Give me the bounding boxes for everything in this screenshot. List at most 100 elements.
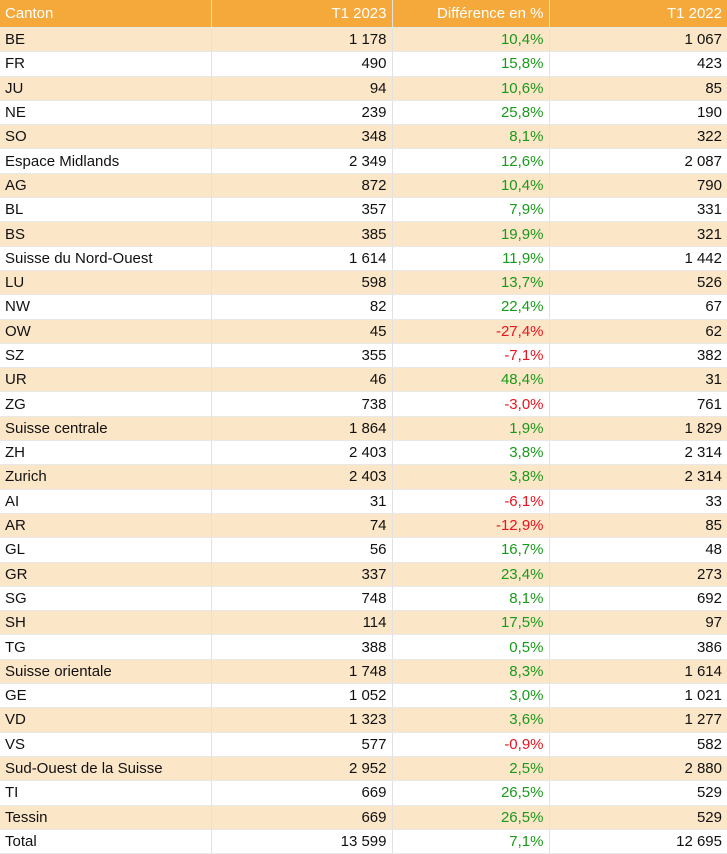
cell-t1-2023: 1 864: [211, 416, 393, 442]
cell-difference: 3,8%: [392, 440, 550, 466]
table-row: JU 94 10,6% 85: [0, 76, 727, 101]
cell-t1-2023: 94: [211, 76, 393, 101]
table-row: SZ 355 -7,1% 382: [0, 343, 727, 369]
table-header: Canton T1 2023 Différence en % T1 2022: [0, 0, 727, 28]
header-t1-2023[interactable]: T1 2023: [211, 0, 393, 28]
cell-t1-2022: 761: [549, 391, 727, 417]
cell-difference: -0,9%: [392, 732, 550, 757]
cell-t1-2023: 669: [211, 805, 393, 830]
cell-t1-2022: 273: [549, 562, 727, 587]
cell-difference: 10,6%: [392, 76, 550, 101]
table-row: LU 598 13,7% 526: [0, 270, 727, 296]
cell-difference: 8,3%: [392, 659, 550, 685]
table-row: GE 1 052 3,0% 1 021: [0, 683, 727, 709]
cell-canton: GL: [0, 537, 212, 563]
cell-difference: 10,4%: [392, 27, 550, 53]
cell-t1-2023: 74: [211, 513, 393, 539]
cell-t1-2022: 2 087: [549, 148, 727, 174]
cell-t1-2022: 382: [549, 343, 727, 369]
cell-canton: FR: [0, 51, 212, 77]
cell-t1-2023: 388: [211, 634, 393, 660]
cell-t1-2022: 1 277: [549, 707, 727, 733]
cell-t1-2023: 738: [211, 391, 393, 417]
cell-t1-2022: 692: [549, 586, 727, 612]
cell-t1-2023: 1 614: [211, 246, 393, 271]
cell-canton: SH: [0, 610, 212, 636]
cell-t1-2022: 1 442: [549, 246, 727, 271]
cell-canton: UR: [0, 367, 212, 393]
table-row: OW 45 -27,4% 62: [0, 319, 727, 344]
cell-canton: SG: [0, 586, 212, 612]
cell-difference: 15,8%: [392, 51, 550, 77]
table-row: UR 46 48,4% 31: [0, 367, 727, 393]
cell-difference: 10,4%: [392, 173, 550, 199]
cell-difference: 48,4%: [392, 367, 550, 393]
cell-canton: ZG: [0, 391, 212, 417]
cell-canton: JU: [0, 76, 212, 101]
cell-canton: Suisse centrale: [0, 416, 212, 442]
cell-canton: TG: [0, 634, 212, 660]
cell-t1-2023: 2 349: [211, 148, 393, 174]
cell-t1-2022: 31: [549, 367, 727, 393]
table-row: Espace Midlands 2 349 12,6% 2 087: [0, 148, 727, 174]
header-row: Canton T1 2023 Différence en % T1 2022: [0, 0, 727, 28]
cell-canton: NW: [0, 294, 212, 320]
cell-t1-2023: 13 599: [211, 829, 393, 854]
cell-canton: Suisse du Nord-Ouest: [0, 246, 212, 271]
cell-t1-2022: 423: [549, 51, 727, 77]
cell-t1-2023: 239: [211, 100, 393, 126]
cell-canton: BS: [0, 221, 212, 247]
cell-difference: 2,5%: [392, 756, 550, 782]
cell-t1-2023: 348: [211, 124, 393, 150]
cell-canton: Suisse orientale: [0, 659, 212, 685]
header-t1-2022[interactable]: T1 2022: [549, 0, 727, 28]
cell-difference: 7,9%: [392, 197, 550, 223]
header-canton[interactable]: Canton: [0, 0, 212, 28]
table-row: Zurich 2 403 3,8% 2 314: [0, 464, 727, 490]
cell-difference: 25,8%: [392, 100, 550, 126]
cell-t1-2023: 45: [211, 319, 393, 344]
cell-canton: Tessin: [0, 805, 212, 830]
cell-canton: AR: [0, 513, 212, 539]
cell-t1-2022: 790: [549, 173, 727, 199]
cell-t1-2022: 12 695: [549, 829, 727, 854]
table-row: FR 490 15,8% 423: [0, 51, 727, 77]
cell-difference: 12,6%: [392, 148, 550, 174]
cell-t1-2022: 48: [549, 537, 727, 563]
cell-difference: 17,5%: [392, 610, 550, 636]
cell-difference: 8,1%: [392, 124, 550, 150]
cell-difference: 8,1%: [392, 586, 550, 612]
table-row: AI 31 -6,1% 33: [0, 489, 727, 514]
cell-t1-2022: 2 880: [549, 756, 727, 782]
cell-t1-2023: 31: [211, 489, 393, 514]
cell-t1-2023: 1 178: [211, 27, 393, 53]
table-row: BE 1 178 10,4% 1 067: [0, 27, 727, 53]
table-row: SH 114 17,5% 97: [0, 610, 727, 636]
table-row: ZG 738 -3,0% 761: [0, 391, 727, 417]
cell-difference: -3,0%: [392, 391, 550, 417]
cell-t1-2023: 337: [211, 562, 393, 587]
cell-t1-2022: 331: [549, 197, 727, 223]
cell-t1-2023: 385: [211, 221, 393, 247]
table-row: Sud-Ouest de la Suisse 2 952 2,5% 2 880: [0, 756, 727, 782]
cell-canton: TI: [0, 780, 212, 806]
cell-difference: 13,7%: [392, 270, 550, 296]
table-row: Suisse orientale 1 748 8,3% 1 614: [0, 659, 727, 685]
header-difference[interactable]: Différence en %: [392, 0, 550, 28]
cell-canton: BL: [0, 197, 212, 223]
cell-difference: -6,1%: [392, 489, 550, 514]
cell-difference: 3,6%: [392, 707, 550, 733]
cell-canton: Sud-Ouest de la Suisse: [0, 756, 212, 782]
cell-t1-2022: 322: [549, 124, 727, 150]
cell-canton: VS: [0, 732, 212, 757]
cell-t1-2022: 2 314: [549, 440, 727, 466]
cell-canton: ZH: [0, 440, 212, 466]
cell-difference: 3,8%: [392, 464, 550, 490]
cell-t1-2023: 872: [211, 173, 393, 199]
cell-t1-2022: 1 021: [549, 683, 727, 709]
table-row: BS 385 19,9% 321: [0, 221, 727, 247]
cell-t1-2023: 2 403: [211, 440, 393, 466]
cell-t1-2022: 97: [549, 610, 727, 636]
cell-t1-2022: 33: [549, 489, 727, 514]
